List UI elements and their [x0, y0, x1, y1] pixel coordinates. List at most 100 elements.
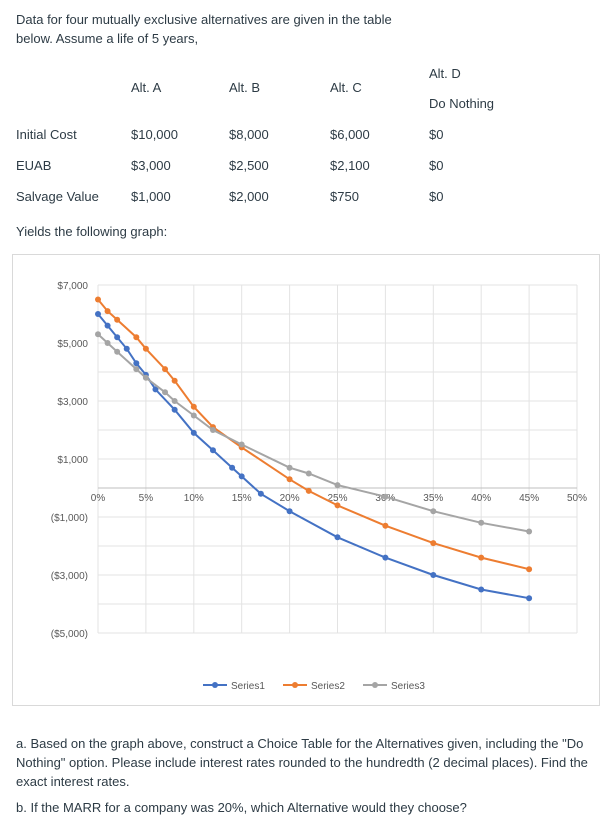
question-a: a. Based on the graph above, construct a…	[16, 736, 588, 789]
chart-canvas: $7,000 $5,000 $3,000 $1,000 ($1,000) ($3,000)…	[51, 281, 587, 692]
legend-label: Series3	[391, 681, 425, 692]
series-point-2	[286, 476, 293, 483]
line-chart: $7,000 $5,000 $3,000 $1,000 ($1,000) ($3,000)…	[12, 254, 600, 706]
x-tick-label: 15%	[232, 493, 252, 504]
series-point-1	[238, 473, 245, 480]
series-point-1	[171, 406, 178, 413]
series-point-1	[95, 311, 101, 317]
row-label-euab: EUAB	[16, 158, 52, 173]
series-point-2	[526, 566, 533, 573]
cell-salvage-c: $750	[330, 189, 359, 204]
x-tick-label: 35%	[423, 493, 443, 504]
series-point-3	[478, 519, 485, 526]
y-tick-label: ($3,000)	[51, 571, 88, 582]
series-point-3	[382, 493, 389, 500]
question-b: b. If the MARR for a company was 20%, wh…	[16, 800, 467, 815]
cell-initial-cost-c: $6,000	[330, 127, 370, 142]
legend-swatch-marker	[372, 682, 378, 688]
y-tick-label: $7,000	[57, 281, 88, 292]
series-point-3	[286, 464, 293, 471]
cell-euab-a: $3,000	[131, 158, 171, 173]
cell-euab-c: $2,100	[330, 158, 370, 173]
cell-euab-b: $2,500	[229, 158, 269, 173]
row-label-initial-cost: Initial Cost	[16, 127, 77, 142]
series-point-3	[114, 348, 121, 355]
series-line-1	[97, 313, 530, 600]
series-point-2	[430, 540, 437, 547]
x-tick-label: 10%	[184, 493, 204, 504]
x-tick-label: 5%	[139, 493, 154, 504]
series-point-2	[104, 308, 111, 315]
series-line-2	[97, 298, 530, 571]
legend-label: Series1	[231, 681, 265, 692]
series-point-1	[152, 386, 159, 393]
series-point-1	[123, 345, 130, 352]
x-tick-label: 45%	[519, 493, 539, 504]
series-point-2	[162, 366, 169, 373]
y-tick-label: ($1,000)	[51, 513, 88, 524]
series-point-1	[334, 534, 341, 541]
series-point-2	[133, 334, 140, 341]
cell-initial-cost-b: $8,000	[229, 127, 269, 142]
yields-caption: Yields the following graph:	[16, 224, 168, 239]
series-point-1	[114, 334, 121, 341]
series-point-2	[382, 522, 389, 529]
series-point-1	[229, 464, 236, 471]
y-tick-label: $5,000	[57, 339, 88, 350]
series-point-2	[171, 377, 178, 384]
series-point-3	[95, 331, 101, 338]
legend-label: Series2	[311, 681, 345, 692]
series-point-3	[238, 441, 245, 448]
cell-initial-cost-d: $0	[429, 127, 444, 142]
problem-intro: Data for four mutually exclusive alterna…	[16, 12, 392, 46]
series-point-3	[209, 427, 216, 433]
series-point-3	[334, 482, 341, 489]
cell-euab-d: $0	[429, 158, 444, 173]
series-point-3	[190, 412, 197, 419]
cell-salvage-b: $2,000	[229, 189, 269, 204]
series-point-3	[104, 340, 111, 346]
y-tick-label: ($5,000)	[51, 629, 88, 640]
series-point-1	[478, 586, 485, 593]
x-tick-label: 50%	[567, 493, 587, 504]
series-point-1	[286, 508, 293, 515]
series-point-3	[430, 508, 437, 515]
cell-salvage-a: $1,000	[131, 189, 171, 204]
series-point-3	[162, 389, 169, 396]
series-point-1	[257, 490, 264, 497]
series-point-1	[190, 429, 197, 436]
series-point-2	[95, 296, 101, 303]
header-alt-d-subtitle: Do Nothing	[429, 96, 495, 111]
y-tick-label: $3,000	[57, 397, 88, 408]
series-point-3	[133, 366, 140, 373]
legend-swatch-marker	[292, 682, 298, 688]
x-tick-label: 0%	[91, 493, 106, 504]
series-point-1	[104, 322, 111, 329]
cell-salvage-d: $0	[429, 189, 444, 204]
series-point-3	[305, 470, 312, 477]
series-point-3	[526, 528, 533, 535]
x-tick-label: 40%	[471, 493, 491, 504]
header-alt-b: Alt. B	[229, 80, 261, 95]
x-tick-label: 20%	[280, 493, 300, 504]
series-point-1	[133, 360, 140, 367]
series-line-3	[97, 333, 530, 533]
series-point-2	[190, 403, 197, 410]
header-alt-a: Alt. A	[131, 80, 162, 95]
legend-swatch-marker	[212, 682, 218, 688]
x-tick-label: 25%	[327, 493, 347, 504]
cell-initial-cost-a: $10,000	[131, 127, 178, 142]
series-point-1	[382, 554, 389, 561]
y-tick-label: $1,000	[57, 455, 88, 466]
series-point-3	[142, 374, 149, 381]
header-alt-c: Alt. C	[330, 80, 362, 95]
series-point-2	[305, 487, 312, 494]
row-label-salvage-value: Salvage Value	[16, 189, 99, 204]
series-point-2	[334, 502, 341, 509]
series-point-3	[171, 398, 178, 404]
series-point-1	[526, 595, 533, 602]
series-point-2	[142, 345, 149, 352]
header-alt-d: Alt. D	[429, 66, 461, 81]
series-point-2	[114, 316, 121, 323]
series-point-2	[478, 554, 485, 561]
